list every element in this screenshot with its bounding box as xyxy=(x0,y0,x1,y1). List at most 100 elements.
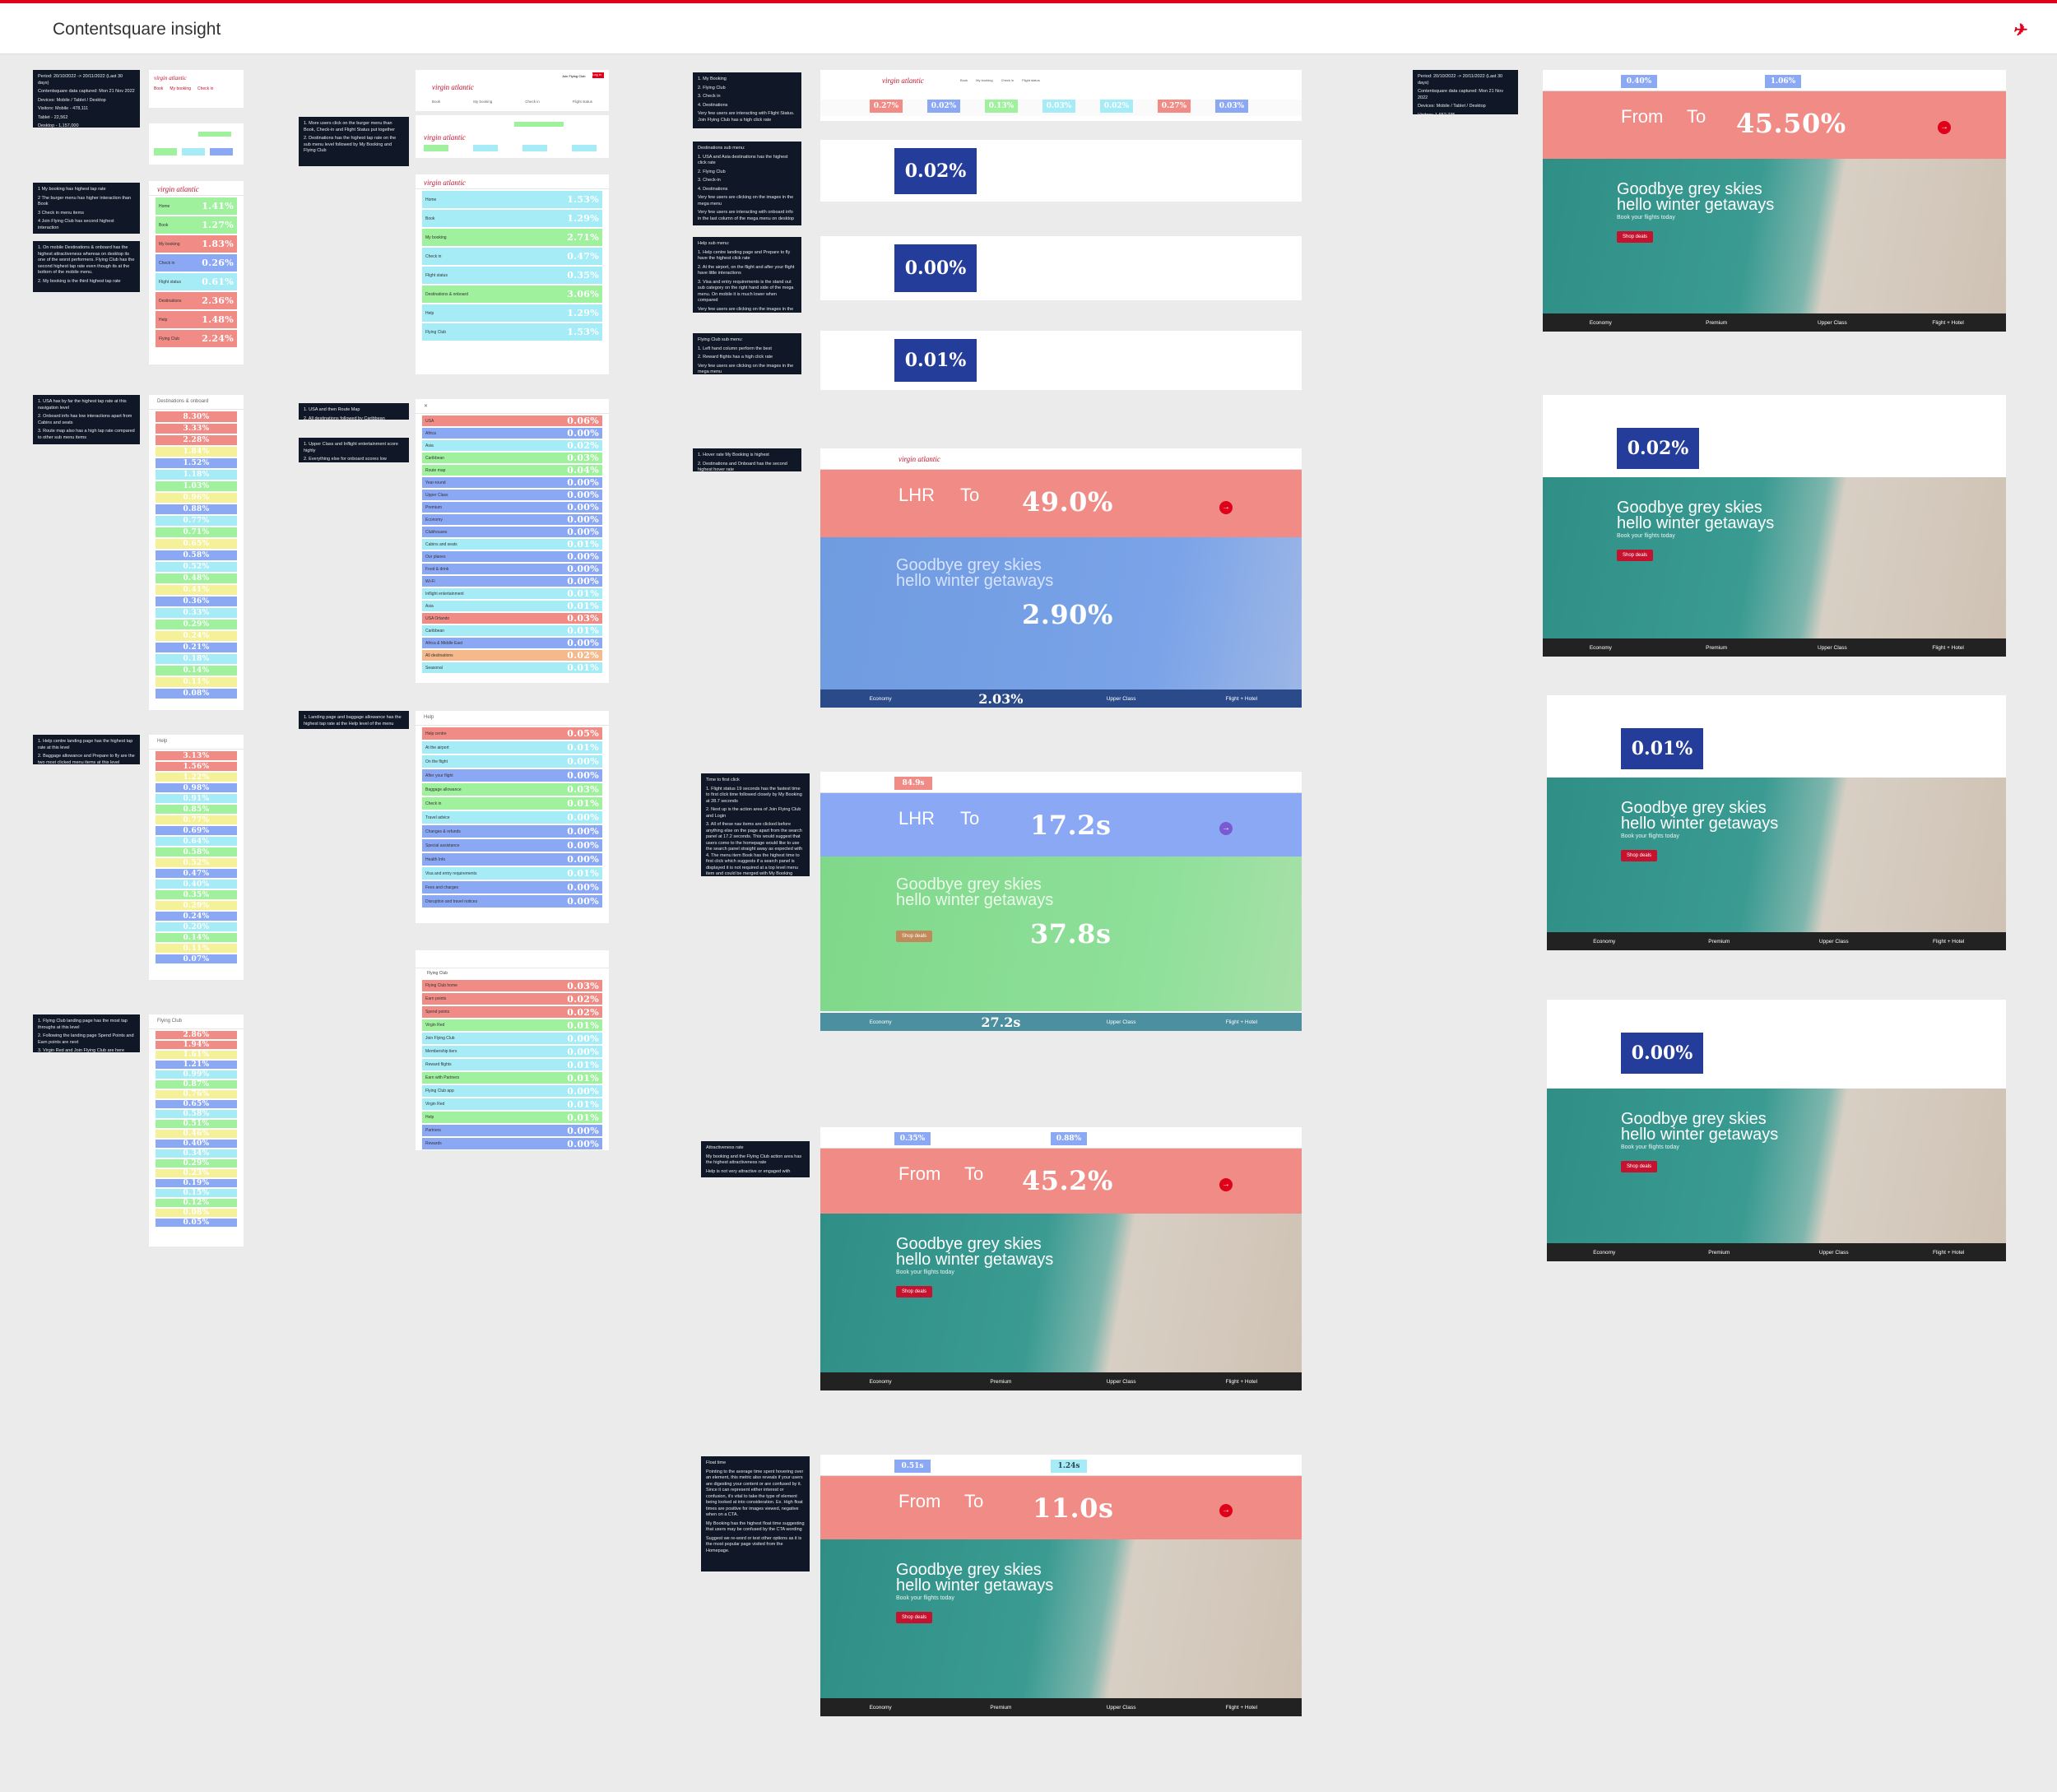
heatmap-row[interactable]: Help 1.48% xyxy=(156,311,237,328)
heatmap-row[interactable]: 1.22% xyxy=(156,773,237,782)
heatmap-row[interactable]: 1.56% xyxy=(156,762,237,771)
heatmap-row[interactable]: Flight status 0.61% xyxy=(156,273,237,290)
heatmap-row[interactable]: 0.15% xyxy=(156,1189,237,1197)
heatmap-row[interactable]: 0.33% xyxy=(156,608,237,618)
heatmap-row[interactable]: 0.77% xyxy=(156,815,237,824)
nav-heat-chip[interactable]: 0.03% xyxy=(1215,100,1248,113)
heatmap-row[interactable]: 0.24% xyxy=(156,912,237,921)
heatmap-row[interactable]: 0.52% xyxy=(156,858,237,867)
heatmap-row[interactable]: 0.29% xyxy=(156,901,237,910)
heatmap-row[interactable]: 0.11% xyxy=(156,677,237,687)
nav-check-in[interactable]: Check in xyxy=(197,86,214,91)
heatmap-row[interactable]: Caribbean 0.03% xyxy=(422,453,602,463)
heatmap-row[interactable]: USA Orlando 0.03% xyxy=(422,613,602,624)
heatmap-row[interactable]: Membership tiers 0.00% xyxy=(422,1046,602,1057)
heatmap-row[interactable]: 0.77% xyxy=(156,516,237,526)
heatmap-row[interactable]: Inflight entertainment 0.01% xyxy=(422,588,602,599)
heatmap-row[interactable]: Fees and charges 0.00% xyxy=(422,881,602,894)
heatmap-row[interactable]: Help 1.29% xyxy=(422,304,602,322)
heatmap-row[interactable]: 0.91% xyxy=(156,794,237,803)
heatmap-row[interactable]: 0.58% xyxy=(156,550,237,560)
heatmap-row[interactable]: Caribbean 0.01% xyxy=(422,625,602,636)
heatmap-row[interactable]: 1.84% xyxy=(156,447,237,457)
heatmap-row[interactable]: Asia 0.01% xyxy=(422,601,602,611)
heatmap-row[interactable]: 0.20% xyxy=(156,922,237,931)
heatmap-row[interactable]: Asia 0.02% xyxy=(422,440,602,451)
heatmap-row[interactable]: 2.86% xyxy=(156,1031,237,1039)
heatmap-row[interactable]: 0.51% xyxy=(156,1120,237,1128)
heatmap-row[interactable]: 0.47% xyxy=(156,869,237,878)
heatmap-row[interactable]: 0.88% xyxy=(156,504,237,514)
heatmap-row[interactable]: 1.18% xyxy=(156,470,237,480)
heatmap-row[interactable]: 0.85% xyxy=(156,805,237,814)
heatmap-row[interactable]: Earn points 0.02% xyxy=(422,993,602,1005)
heatmap-row[interactable]: 0.64% xyxy=(156,837,237,846)
heatmap-row[interactable]: Africa & Middle East 0.00% xyxy=(422,638,602,648)
heatmap-row[interactable]: 3.33% xyxy=(156,424,237,434)
shop-deals-button[interactable]: Shop deals xyxy=(896,1286,933,1298)
nav-heat-chip[interactable]: 0.13% xyxy=(985,100,1018,113)
heatmap-row[interactable]: Travel advice 0.00% xyxy=(422,811,602,824)
nav-heat-chip[interactable]: 0.02% xyxy=(1100,100,1133,113)
heatmap-row[interactable]: 0.07% xyxy=(156,954,237,963)
heatmap-row[interactable]: Rewards 0.00% xyxy=(422,1138,602,1149)
heatmap-row[interactable]: 1.21% xyxy=(156,1061,237,1069)
heatmap-row[interactable]: Join Flying Club 0.00% xyxy=(422,1033,602,1044)
heatmap-row[interactable]: 0.14% xyxy=(156,933,237,942)
heatmap-row[interactable]: 0.48% xyxy=(156,573,237,583)
heatmap-row[interactable]: Flying Club app 0.00% xyxy=(422,1085,602,1097)
heatmap-row[interactable]: 0.58% xyxy=(156,1110,237,1118)
heatmap-row[interactable]: Book 1.29% xyxy=(422,210,602,227)
heatmap-row[interactable]: 3.13% xyxy=(156,751,237,760)
heatmap-row[interactable]: Flying Club 2.24% xyxy=(156,330,237,347)
heatmap-row[interactable]: Our planes 0.00% xyxy=(422,551,602,562)
heatmap-row[interactable]: 0.69% xyxy=(156,826,237,835)
heatmap-row[interactable]: 1.94% xyxy=(156,1041,237,1049)
heatmap-row[interactable]: 0.99% xyxy=(156,1070,237,1079)
heatmap-row[interactable]: On the flight 0.00% xyxy=(422,755,602,768)
heatmap-row[interactable]: 8.30% xyxy=(156,411,237,422)
heatmap-row[interactable]: 0.08% xyxy=(156,689,237,699)
heatmap-row[interactable]: After your flight 0.00% xyxy=(422,769,602,782)
heatmap-row[interactable]: 0.23% xyxy=(156,1169,237,1177)
heatmap-row[interactable]: 0.96% xyxy=(156,493,237,503)
heatmap-row[interactable]: 0.98% xyxy=(156,783,237,792)
heatmap-row[interactable]: 0.05% xyxy=(156,1219,237,1227)
heatmap-row[interactable]: 0.65% xyxy=(156,539,237,549)
heatmap-row[interactable]: Special assistance 0.00% xyxy=(422,839,602,852)
heatmap-row[interactable]: Seasonal 0.01% xyxy=(422,662,602,673)
heatmap-row[interactable]: 0.24% xyxy=(156,631,237,641)
heatmap-row[interactable]: Baggage allowance 0.03% xyxy=(422,783,602,796)
heatmap-row[interactable]: 1.52% xyxy=(156,458,237,468)
heatmap-row[interactable]: All destinations 0.02% xyxy=(422,650,602,661)
heatmap-row[interactable]: Wi-Fi 0.00% xyxy=(422,576,602,587)
nav-book[interactable]: Book xyxy=(154,86,164,91)
heatmap-row[interactable]: 0.46% xyxy=(156,1130,237,1138)
heatmap-row[interactable]: 2.28% xyxy=(156,435,237,445)
heatmap-row[interactable]: Partners 0.00% xyxy=(422,1125,602,1136)
heatmap-row[interactable]: 0.71% xyxy=(156,527,237,537)
heatmap-row[interactable]: Cabins and seats 0.01% xyxy=(422,539,602,550)
heatmap-row[interactable]: Check in 0.26% xyxy=(156,254,237,272)
heatmap-row[interactable]: 0.21% xyxy=(156,643,237,652)
heatmap-row[interactable]: 1.03% xyxy=(156,481,237,491)
heatmap-row[interactable]: 0.87% xyxy=(156,1080,237,1089)
heatmap-row[interactable]: 0.40% xyxy=(156,1140,237,1148)
heatmap-row[interactable]: Help centre 0.05% xyxy=(422,727,602,740)
heatmap-row[interactable]: 0.41% xyxy=(156,585,237,595)
heatmap-row[interactable]: 0.29% xyxy=(156,1159,237,1168)
nav-heat-chip[interactable]: 0.03% xyxy=(1042,100,1075,113)
heatmap-row[interactable]: Virgin Red 0.01% xyxy=(422,1098,602,1110)
heatmap-row[interactable]: At the airport 0.01% xyxy=(422,741,602,754)
heatmap-row[interactable]: Flying Club 1.53% xyxy=(422,323,602,341)
heatmap-row[interactable]: 0.29% xyxy=(156,620,237,629)
nav-heat-chip[interactable]: 0.27% xyxy=(870,100,903,113)
heatmap-row[interactable]: 0.35% xyxy=(156,890,237,899)
heatmap-row[interactable]: Destinations & onboard 3.06% xyxy=(422,286,602,303)
heatmap-row[interactable]: 0.18% xyxy=(156,654,237,664)
nav-heat-chip[interactable]: 0.27% xyxy=(1158,100,1191,113)
heatmap-row[interactable]: 0.36% xyxy=(156,597,237,606)
heatmap-row[interactable]: Africa 0.00% xyxy=(422,428,602,439)
heatmap-row[interactable]: 0.65% xyxy=(156,1100,237,1108)
heatmap-row[interactable]: Check in 0.01% xyxy=(422,797,602,810)
